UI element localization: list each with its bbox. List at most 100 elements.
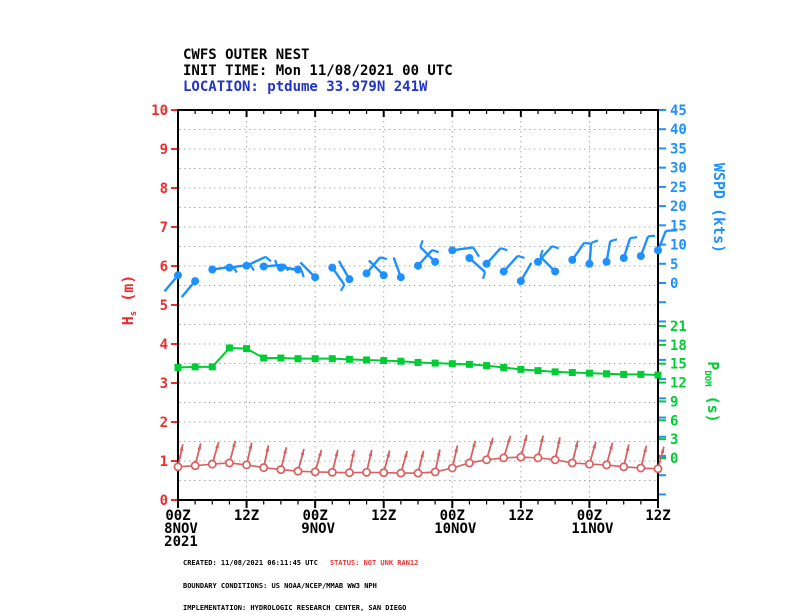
wave-direction-arrow	[609, 442, 613, 450]
wave-height-point	[533, 453, 543, 463]
wind-speed-point	[654, 246, 662, 255]
svg-text:45: 45	[670, 103, 687, 119]
wind-speed-point	[345, 275, 354, 284]
svg-text:WSPD (kts): WSPD (kts)	[710, 163, 728, 253]
svg-text:12: 12	[670, 376, 687, 392]
wind-barb	[274, 259, 302, 274]
wave-direction-arrow	[574, 440, 579, 448]
wind-barb	[419, 240, 440, 266]
wave-direction-arrow	[489, 437, 493, 445]
wind-speed-point	[585, 259, 594, 268]
series-dominant_wave_period	[174, 344, 662, 379]
wave-height-point	[344, 468, 354, 478]
wind-barb	[619, 236, 638, 263]
wind-speed-point	[396, 273, 405, 282]
wind-barb	[539, 249, 560, 276]
period-point	[397, 357, 405, 365]
wind-barb	[392, 257, 405, 282]
wave-height-point	[499, 453, 509, 463]
period-point	[260, 354, 268, 362]
wave-height-point	[636, 463, 646, 473]
wave-direction-arrow	[386, 450, 390, 457]
period-point	[243, 345, 251, 353]
period-point	[585, 369, 593, 377]
wave-height-point	[550, 455, 560, 465]
svg-text:12Z: 12Z	[645, 508, 670, 524]
wind-speed-point	[516, 277, 525, 286]
location-line: LOCATION: ptdume 33.979N 241W	[183, 79, 428, 95]
wind-barb	[448, 246, 480, 258]
svg-text:00Z: 00Z	[577, 508, 602, 524]
svg-text:3: 3	[160, 376, 168, 392]
wave-direction-arrow	[643, 445, 647, 453]
svg-text:10: 10	[670, 238, 687, 254]
svg-text:8NOV: 8NOV	[164, 521, 198, 537]
period-point	[483, 362, 491, 370]
wind-barb	[602, 238, 618, 266]
wave-direction-arrow	[334, 449, 339, 457]
chart-header: CWFS OUTER NEST INIT TIME: Mon 11/08/202…	[183, 47, 453, 95]
chart-title: CWFS OUTER NEST	[183, 47, 310, 63]
wave-height-point	[430, 467, 440, 477]
period-point	[448, 360, 456, 368]
wave-direction-arrow	[660, 446, 665, 454]
wind-barb	[299, 261, 320, 282]
svg-text:6: 6	[670, 413, 678, 429]
wind-barb	[414, 249, 440, 270]
svg-text:2: 2	[160, 415, 168, 431]
plot-border	[177, 109, 659, 501]
wave-height-point	[310, 467, 320, 477]
wind-speed-point	[602, 257, 611, 266]
wind-speed-point	[311, 273, 320, 282]
wind-speed-point	[619, 254, 628, 263]
wind-speed-point	[568, 255, 577, 264]
wave-direction-arrow	[283, 447, 287, 454]
svg-text:00Z: 00Z	[440, 508, 465, 524]
svg-text:0: 0	[670, 276, 678, 292]
wind-speed-point	[259, 262, 268, 271]
wave-height-point	[584, 459, 594, 469]
period-point	[294, 355, 302, 363]
wave-direction-arrow	[472, 440, 476, 448]
created-text: CREATED: 11/08/2021 06:11:45 UTC	[183, 559, 318, 567]
svg-text:35: 35	[670, 141, 687, 157]
wind-barb	[636, 234, 656, 261]
period-point	[174, 363, 182, 371]
series-significant_wave_height	[173, 434, 665, 478]
wind-barb	[585, 239, 599, 268]
wave-direction-arrow	[556, 437, 561, 444]
svg-text:0: 0	[160, 493, 168, 509]
period-point	[208, 363, 216, 371]
svg-text:PDOM (s): PDOM (s)	[702, 361, 722, 422]
wave-direction-arrow	[420, 450, 424, 458]
status-text: STATUS: NOT UNK RAN12	[329, 559, 419, 567]
svg-text:5: 5	[670, 257, 678, 273]
left-axis-hs: 0 1 2 3 4 5 6 7 8 9 10	[151, 103, 177, 509]
wave-direction-arrow	[523, 434, 527, 442]
svg-text:12Z: 12Z	[371, 508, 396, 524]
wave-direction-arrow	[368, 449, 373, 457]
svg-text:25: 25	[670, 180, 687, 196]
period-point	[654, 371, 662, 379]
hs-axis-title: Hs (m)	[119, 275, 139, 326]
wave-height-point	[653, 464, 663, 474]
wave-height-point	[242, 460, 252, 470]
wind-barb	[368, 259, 388, 280]
wave-height-point	[464, 458, 474, 468]
wave-height-point	[379, 468, 389, 478]
wind-barb	[163, 271, 182, 293]
svg-text:00Z: 00Z	[165, 508, 190, 524]
svg-text:11NOV: 11NOV	[571, 521, 614, 537]
wind-speed-point	[379, 271, 388, 280]
period-point	[465, 360, 473, 368]
wind-speed-point	[225, 263, 234, 272]
wave-height-point	[602, 460, 612, 470]
svg-text:20: 20	[670, 199, 687, 215]
period-point	[500, 363, 508, 371]
gridlines	[179, 111, 657, 499]
wave-direction-arrow	[179, 444, 184, 451]
svg-text:7: 7	[160, 220, 168, 236]
wave-height-point	[362, 467, 372, 477]
